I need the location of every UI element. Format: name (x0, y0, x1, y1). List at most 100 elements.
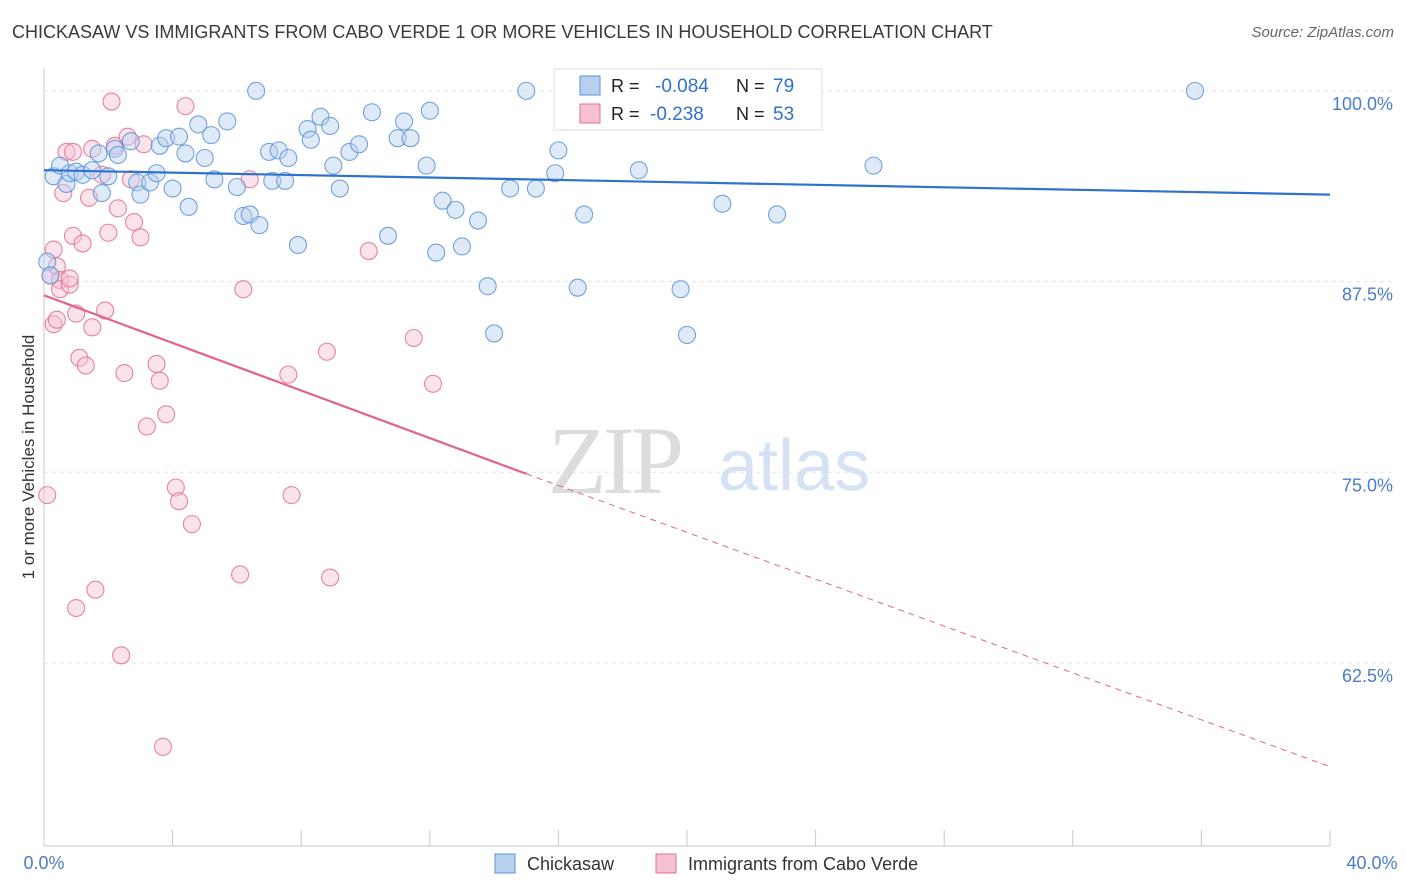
trend-line-cabo-verde-extrapolated (526, 473, 1331, 768)
data-point-cabo-verde (73, 234, 92, 253)
y-axis-title: 1 or more Vehicles in Household (19, 335, 38, 580)
data-point-chickasaw (131, 185, 150, 204)
trend-line-chickasaw (43, 169, 1331, 196)
data-point-cabo-verde (169, 492, 189, 511)
stats-n-value-chickasaw: 79 (773, 76, 794, 97)
data-point-cabo-verde (108, 199, 127, 218)
data-point-chickasaw (321, 116, 340, 136)
data-point-chickasaw (864, 156, 883, 175)
data-point-chickasaw (311, 107, 330, 126)
data-point-chickasaw (263, 171, 282, 190)
data-point-cabo-verde (231, 565, 250, 584)
data-point-cabo-verde (317, 342, 336, 361)
data-point-chickasaw (279, 148, 298, 168)
stats-swatch-cabo-verde (579, 103, 601, 124)
data-point-cabo-verde (70, 348, 89, 367)
data-point-chickasaw (568, 278, 587, 297)
data-point-chickasaw (420, 101, 439, 120)
data-point-cabo-verde (99, 223, 118, 242)
data-point-cabo-verde (102, 92, 121, 111)
data-point-chickasaw (218, 112, 237, 131)
data-point-cabo-verde (234, 280, 253, 299)
data-point-cabo-verde (115, 364, 134, 383)
data-point-cabo-verde (86, 580, 105, 599)
data-point-chickasaw (269, 141, 288, 160)
data-point-chickasaw (501, 179, 520, 198)
stats-r-value-chickasaw: -0.084 (655, 76, 709, 97)
data-point-chickasaw (121, 132, 140, 151)
data-point-chickasaw (452, 237, 472, 256)
data-point-chickasaw (395, 112, 414, 131)
data-point-chickasaw (298, 119, 317, 139)
data-point-chickasaw (417, 156, 436, 175)
data-point-chickasaw (247, 81, 266, 100)
data-point-cabo-verde (83, 318, 102, 337)
data-point-chickasaw (388, 129, 407, 148)
data-point-chickasaw (227, 177, 246, 197)
data-point-chickasaw (141, 173, 160, 192)
stats-swatch-chickasaw (579, 75, 601, 96)
data-point-chickasaw (549, 141, 568, 160)
data-point-cabo-verde (137, 417, 156, 436)
data-point-cabo-verde (131, 228, 150, 247)
data-point-chickasaw (259, 142, 279, 161)
stats-n-label-chickasaw: N = (736, 76, 765, 96)
data-point-cabo-verde (404, 328, 423, 348)
data-point-chickasaw (288, 235, 308, 255)
data-point-chickasaw (92, 184, 111, 203)
x-tick-label-min: 0.0% (23, 853, 64, 873)
y-tick-label: 87.5% (1342, 285, 1393, 305)
data-point-cabo-verde (182, 515, 201, 534)
data-point-chickasaw (362, 103, 381, 122)
data-point-chickasaw (526, 179, 545, 198)
x-tick-label-max: 40.0% (1346, 853, 1397, 873)
data-point-chickasaw (330, 179, 349, 198)
data-point-chickasaw (1185, 81, 1205, 100)
stats-r-label-cabo-verde: R = (611, 104, 640, 124)
data-point-chickasaw (276, 171, 295, 190)
data-point-chickasaw (446, 200, 465, 219)
data-point-chickasaw (478, 277, 497, 296)
grid-lines (44, 90, 1392, 664)
watermark-atlas: atlas (718, 426, 870, 506)
data-point-chickasaw (546, 164, 565, 183)
data-point-chickasaw (202, 126, 221, 145)
stats-legend: R = -0.084 N = 79 R = -0.238 N = 53 (553, 68, 823, 131)
data-point-chickasaw (38, 252, 57, 271)
data-point-chickasaw (767, 205, 787, 224)
stats-n-value-cabo-verde: 53 (773, 104, 794, 125)
data-point-cabo-verde (76, 356, 95, 375)
data-point-chickasaw (378, 226, 398, 245)
data-point-chickasaw (169, 127, 189, 146)
data-point-cabo-verde (423, 374, 443, 393)
watermark-zip: ZIP (548, 407, 681, 514)
data-point-chickasaw (89, 144, 108, 163)
trend-line-cabo-verde (43, 294, 527, 475)
data-point-chickasaw (324, 156, 343, 175)
data-point-cabo-verde (279, 365, 298, 384)
data-point-chickasaw (57, 174, 76, 193)
data-point-cabo-verde (150, 371, 169, 390)
watermark: ZIP atlas (548, 407, 870, 514)
data-point-chickasaw (163, 179, 182, 198)
data-point-chickasaw (179, 197, 198, 216)
data-point-cabo-verde (166, 478, 185, 497)
data-point-cabo-verde (60, 269, 79, 288)
data-point-cabo-verde (112, 646, 131, 665)
y-tick-labels: 62.5% 75.0% 87.5% 100.0% (1332, 94, 1393, 686)
data-point-cabo-verde (153, 737, 173, 756)
data-point-chickasaw (176, 144, 195, 163)
legend-swatch-chickasaw (494, 853, 516, 874)
data-point-cabo-verde (47, 310, 66, 329)
data-point-cabo-verde (359, 242, 378, 261)
data-point-cabo-verde (47, 257, 66, 276)
data-point-chickasaw (108, 145, 127, 165)
data-point-chickasaw (468, 211, 488, 230)
data-point-cabo-verde (282, 486, 301, 505)
data-point-cabo-verde (157, 405, 176, 424)
stats-n-label-cabo-verde: N = (736, 104, 765, 124)
data-point-cabo-verde (63, 226, 82, 245)
data-point-chickasaw (301, 130, 320, 149)
data-point-chickasaw (340, 142, 359, 161)
